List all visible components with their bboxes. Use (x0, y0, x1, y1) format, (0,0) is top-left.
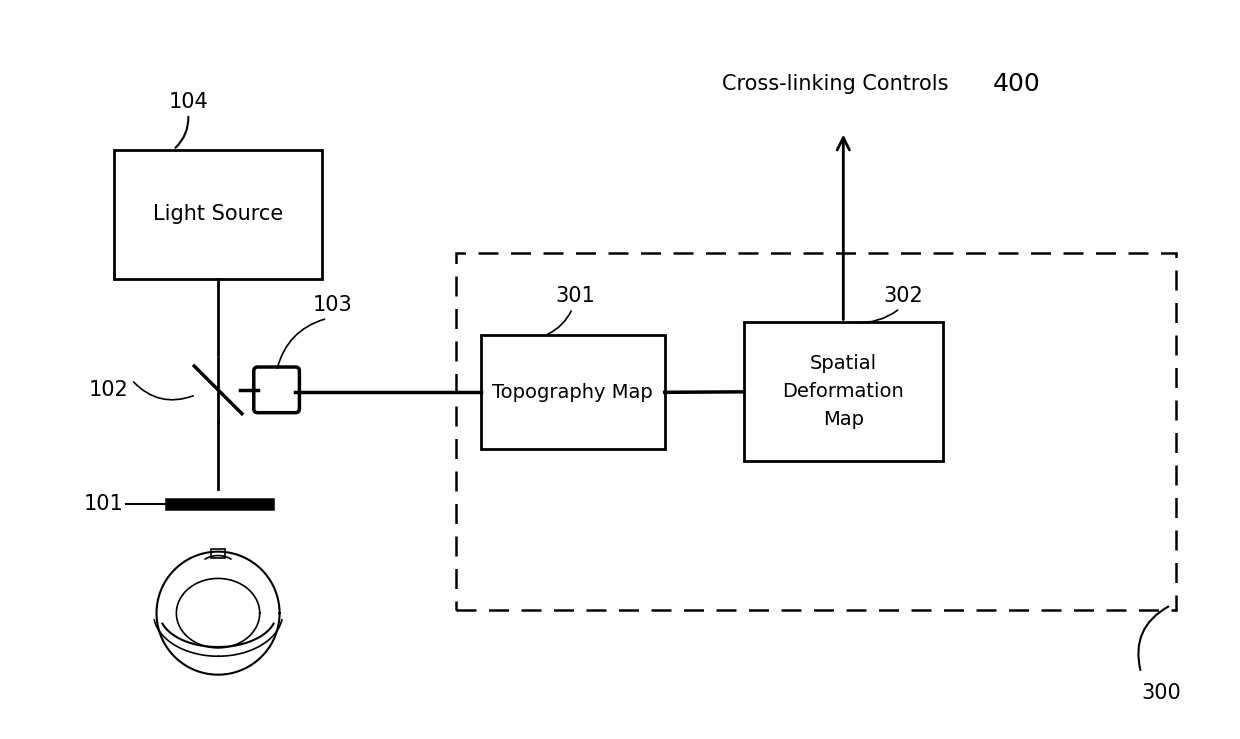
Text: 101: 101 (84, 494, 124, 514)
Text: 103: 103 (312, 296, 352, 316)
Text: 400: 400 (993, 72, 1040, 96)
Bar (481, 336, 665, 449)
Text: 300: 300 (1141, 683, 1180, 703)
Text: Cross-linking Controls: Cross-linking Controls (722, 74, 949, 94)
Text: 301: 301 (556, 285, 595, 305)
Text: 302: 302 (883, 285, 923, 305)
Bar (744, 322, 942, 461)
Text: 104: 104 (169, 92, 208, 112)
Text: 102: 102 (89, 380, 129, 400)
Text: Topography Map: Topography Map (492, 383, 653, 402)
Bar (456, 253, 1176, 610)
Text: Spatial
Deformation
Map: Spatial Deformation Map (782, 354, 904, 429)
Text: Light Source: Light Source (153, 204, 283, 224)
Bar (114, 150, 322, 279)
Bar (211, 548, 224, 557)
FancyBboxPatch shape (254, 367, 299, 412)
